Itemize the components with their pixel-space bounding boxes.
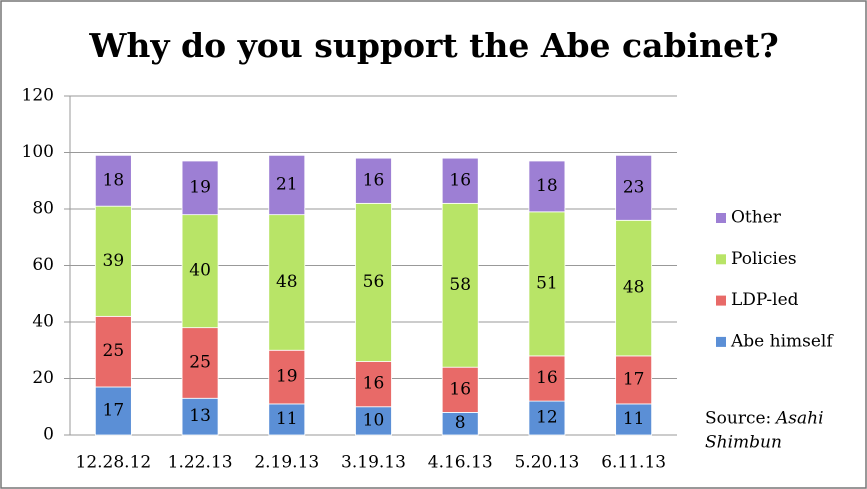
data-label: 16 (363, 170, 385, 190)
bar-segment (94, 154, 132, 207)
data-label: 17 (623, 369, 645, 389)
x-tick-label: 4.16.13 (428, 453, 493, 473)
y-tick-label: 120 (22, 86, 54, 106)
bar-segment (615, 355, 653, 405)
bar-segment (528, 355, 566, 402)
data-label: 11 (623, 409, 645, 429)
data-label: 8 (455, 413, 466, 433)
data-label: 16 (363, 374, 385, 394)
y-tick-label: 60 (32, 255, 54, 275)
data-label: 13 (189, 406, 211, 426)
bar-segment (441, 366, 479, 413)
x-tick-label: 12.28.12 (76, 453, 152, 473)
data-label: 16 (536, 368, 558, 388)
bar-segment (528, 160, 566, 213)
data-label: 40 (189, 261, 211, 281)
bar-segment (355, 406, 392, 436)
bar-segment (615, 403, 653, 436)
x-tick-label: 1.22.13 (168, 453, 233, 473)
data-label: 16 (449, 170, 471, 190)
data-label: 18 (103, 170, 125, 190)
bar-segment (268, 403, 306, 436)
data-label: 25 (189, 352, 211, 372)
source-label: Source: (705, 409, 771, 429)
data-label: 25 (103, 341, 125, 361)
legend-label: Other (731, 208, 782, 228)
x-tick-label: 6.11.13 (601, 453, 666, 473)
bar-segment (615, 154, 653, 221)
x-tick-label: 3.19.13 (341, 453, 406, 473)
source-name-2: Shimbun (705, 433, 782, 453)
y-tick-label: 80 (32, 199, 54, 219)
legend-label: Abe himself (730, 331, 834, 351)
data-label: 48 (276, 272, 298, 292)
data-label: 17 (103, 400, 125, 420)
data-label: 51 (536, 273, 558, 293)
legend-swatch (716, 295, 726, 306)
data-label: 10 (363, 410, 385, 430)
bar-segment (355, 361, 392, 408)
data-label: 39 (103, 251, 125, 271)
data-label: 19 (276, 367, 298, 387)
data-label: 18 (536, 176, 558, 196)
x-tick-label: 5.20.13 (514, 453, 579, 473)
bar-segment (181, 160, 219, 216)
legend-swatch (716, 213, 726, 223)
data-label: 56 (363, 272, 385, 292)
legend-label: LDP-led (731, 290, 799, 310)
y-tick-label: 100 (22, 142, 54, 162)
bar-segment (94, 315, 132, 388)
data-label: 11 (276, 409, 298, 429)
bar-segment (268, 214, 306, 351)
bar-segment (181, 214, 219, 329)
bar-segment (268, 349, 306, 405)
bar-segment (94, 386, 132, 436)
bar-segment (355, 202, 392, 362)
bar-segment (441, 202, 479, 368)
bar-segment (94, 205, 132, 317)
source-name-1: Asahi (774, 409, 824, 429)
bar-segment (355, 157, 392, 204)
legend-label: Policies (731, 249, 797, 269)
y-tick-label: 20 (32, 368, 54, 388)
y-tick-label: 0 (43, 425, 54, 445)
legend-swatch (716, 336, 726, 347)
data-label: 12 (536, 408, 558, 428)
data-label: 48 (623, 278, 645, 298)
bar-segment (268, 154, 306, 216)
chart-title: Why do you support the Abe cabinet? (88, 26, 778, 65)
bar-segment (441, 157, 479, 204)
x-tick-label: 2.19.13 (254, 453, 319, 473)
data-label: 16 (449, 379, 471, 399)
data-label: 58 (449, 275, 471, 295)
bar-segment (181, 397, 219, 436)
bar-segment (615, 219, 653, 357)
data-label: 21 (276, 174, 298, 194)
bar-segment (528, 211, 566, 357)
y-tick-label: 40 (32, 312, 54, 332)
data-label: 19 (189, 177, 211, 197)
legend-swatch (716, 254, 726, 265)
data-label: 23 (623, 177, 645, 197)
